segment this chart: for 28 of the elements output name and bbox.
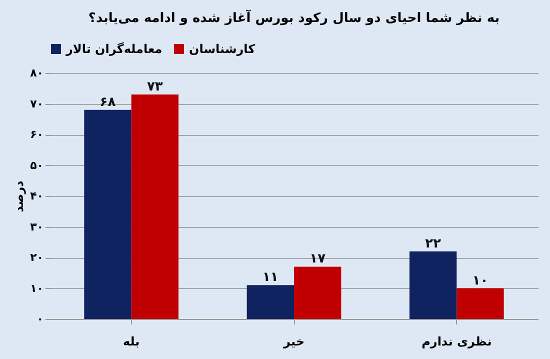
y-tick-label: ۱۰ xyxy=(30,282,44,295)
bar xyxy=(294,266,342,319)
y-tick-label: ۰ xyxy=(36,312,44,326)
bar xyxy=(131,94,179,319)
chart-title: به نظر شما احیای دو سال رکود بورس آغاز شده و ادامه می‌یابد؟ xyxy=(88,9,500,26)
x-tick-label: نظری ندارم xyxy=(422,334,492,348)
y-tick-label: ۸۰ xyxy=(30,66,44,80)
data-label: ۷۳ xyxy=(146,80,163,95)
y-tick-label: ۷۰ xyxy=(30,97,44,110)
x-tick-label: بله xyxy=(122,334,140,348)
data-label: ۱۰ xyxy=(472,273,488,288)
data-label: ۱۱ xyxy=(262,270,278,286)
bar xyxy=(84,110,132,319)
bar xyxy=(246,285,294,319)
x-tick-label: خیر xyxy=(282,334,305,348)
legend-label: کارشناسان xyxy=(189,42,256,56)
data-label: ۲۲ xyxy=(425,236,442,252)
bar xyxy=(456,288,504,319)
y-tick-label: ۴۰ xyxy=(30,190,44,202)
data-label: ۶۸ xyxy=(100,94,116,110)
bar xyxy=(409,251,457,319)
y-tick-label: ۵۰ xyxy=(30,158,44,172)
y-tick-label: ۲۰ xyxy=(30,251,44,264)
y-axis-title: درصد xyxy=(12,180,26,212)
data-label: ۱۷ xyxy=(310,252,326,267)
y-tick-label: ۶۰ xyxy=(30,128,44,141)
legend-label: معامله‌گران تالار xyxy=(65,42,162,56)
y-tick-label: ۳۰ xyxy=(30,220,44,234)
